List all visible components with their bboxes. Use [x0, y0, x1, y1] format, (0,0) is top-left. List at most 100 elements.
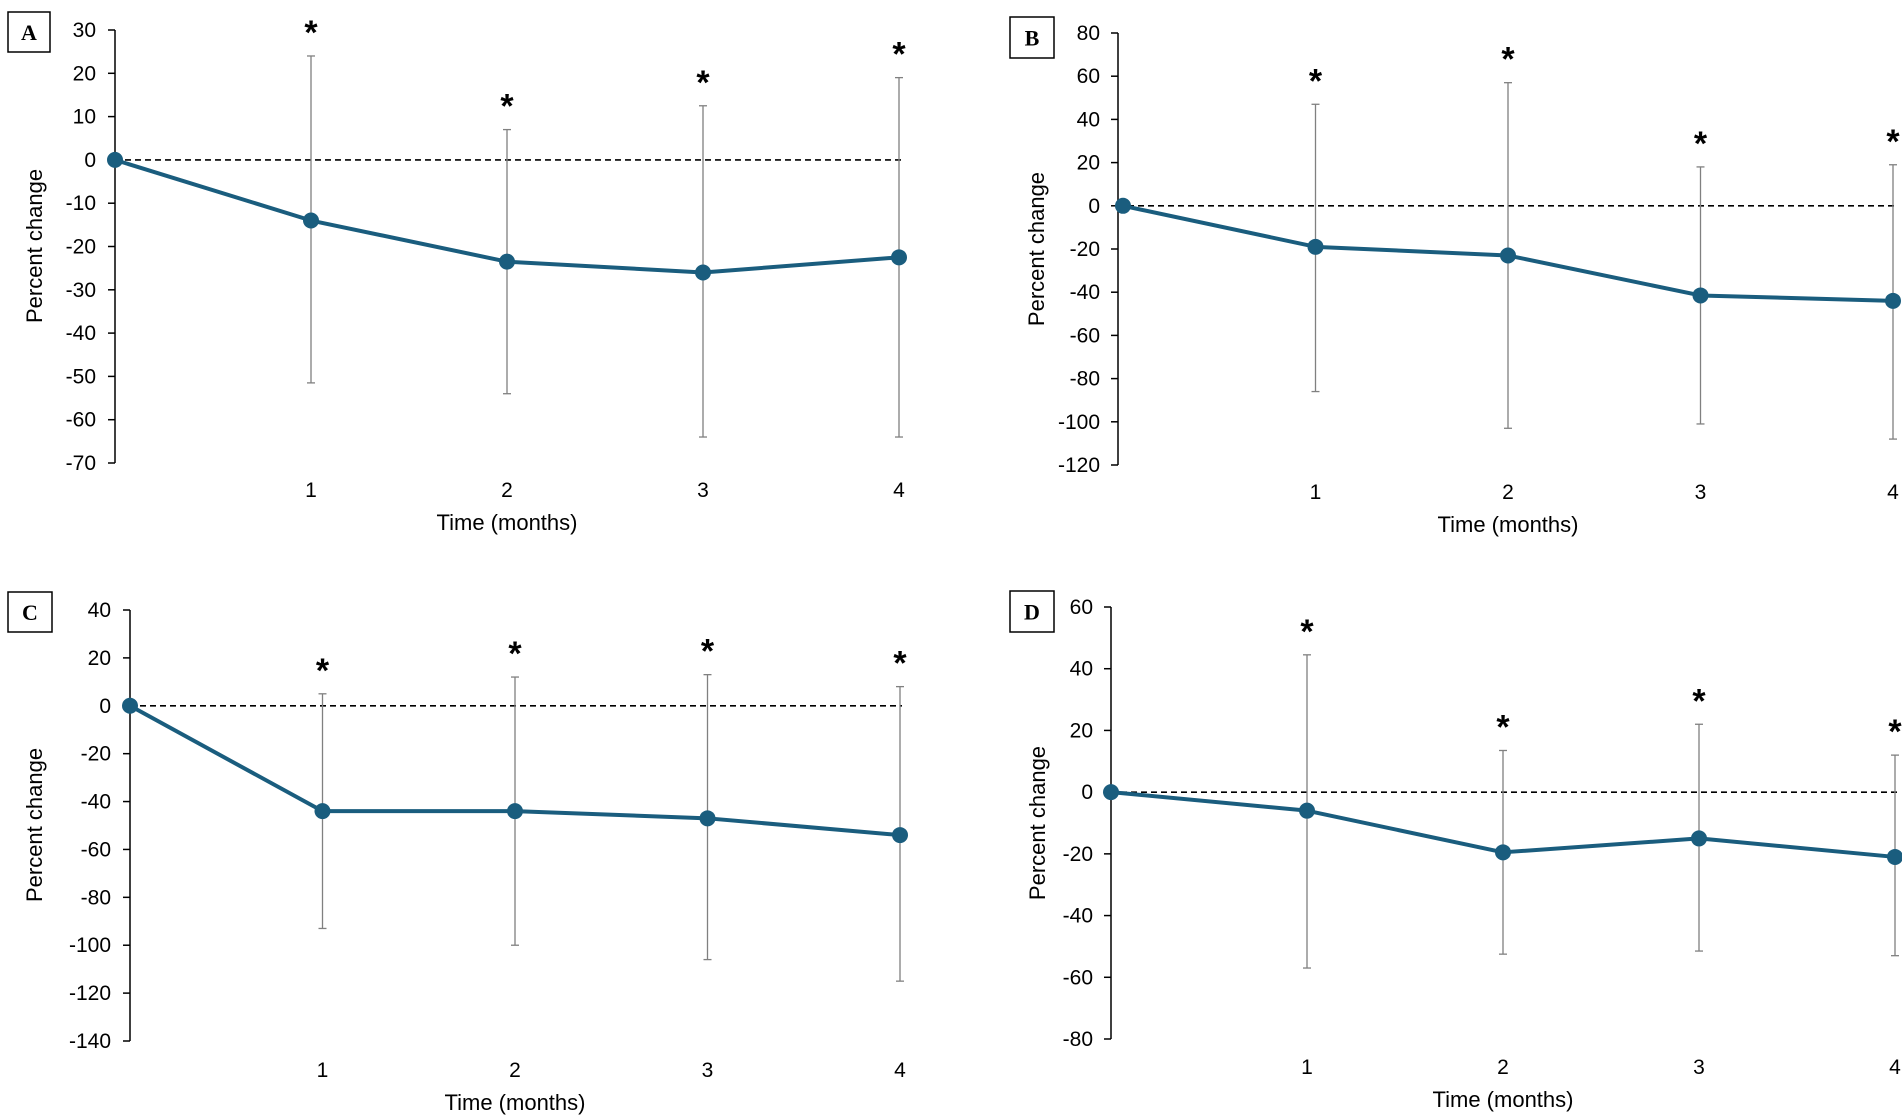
y-tick-label: -100 — [1058, 411, 1100, 434]
data-point — [314, 803, 331, 820]
panel-label: D — [1024, 600, 1040, 625]
panel-label-box — [7, 591, 53, 633]
x-axis-title: Time (months) — [1433, 1087, 1574, 1112]
data-point — [1885, 292, 1901, 309]
y-tick-label: 0 — [1081, 781, 1093, 804]
data-point — [1495, 844, 1511, 861]
x-tick-label: 2 — [1497, 1056, 1509, 1079]
x-tick-label: 3 — [1693, 1056, 1705, 1079]
significance-star: * — [304, 14, 318, 52]
y-axis-title: Percent change — [22, 169, 47, 323]
panel-label-box — [1009, 590, 1055, 633]
y-tick-label: -60 — [81, 838, 111, 861]
data-point — [1691, 830, 1707, 847]
panel-d: D 60 40 20 0 -20 -40 -60 -80 Percent change 1 2 3 4 Ti… — [1009, 590, 1902, 1112]
x-tick-label: 4 — [893, 479, 905, 502]
y-tick-label: -70 — [66, 452, 96, 475]
y-tick-label: 0 — [1088, 195, 1100, 218]
x-tick-label: 1 — [305, 479, 317, 502]
x-tick-label: 3 — [702, 1059, 714, 1082]
panel-a: A 30 20 10 0 -10 -20 -30 -40 -50 -60 -70 Percent cha… — [7, 11, 907, 535]
y-tick-label: -40 — [81, 791, 111, 814]
y-tick-label: 40 — [88, 599, 111, 622]
y-tick-label: -20 — [1070, 238, 1100, 261]
significance-star: * — [696, 64, 710, 102]
y-tick-label: -60 — [66, 409, 96, 432]
x-axis-title: Time (months) — [437, 510, 578, 535]
data-point — [1307, 238, 1324, 255]
y-tick-label: 10 — [73, 106, 96, 129]
significance-star: * — [500, 88, 514, 126]
y-tick-label: -40 — [66, 322, 96, 345]
x-tick-label: 2 — [509, 1059, 521, 1082]
x-tick-label: 3 — [697, 479, 709, 502]
y-tick-label: 20 — [73, 62, 96, 85]
panel-b: B 80 60 40 20 0 -20 -40 -60 -80 -100 -120 Percent ch… — [1009, 16, 1901, 537]
x-tick-label: 4 — [1889, 1056, 1901, 1079]
y-tick-label: -40 — [1063, 905, 1093, 928]
y-axis-title: Percent change — [1024, 172, 1049, 326]
y-tick-label: -10 — [66, 192, 96, 215]
data-point — [892, 827, 908, 844]
y-tick-label: -80 — [81, 886, 111, 909]
panel-c: C 40 20 0 -20 -40 -60 -80 -100 -120 -140 Percent ch… — [7, 591, 908, 1115]
data-point — [1692, 287, 1709, 304]
y-tick-label: -120 — [1058, 454, 1100, 477]
data-point — [499, 253, 515, 270]
significance-star: * — [893, 645, 907, 683]
data-point — [699, 810, 716, 827]
y-tick-label: -100 — [69, 934, 111, 957]
data-point — [891, 249, 907, 266]
y-axis-title: Percent change — [22, 748, 47, 902]
x-tick-label: 4 — [894, 1059, 906, 1082]
x-axis-title: Time (months) — [445, 1090, 586, 1115]
significance-star: * — [1300, 613, 1314, 651]
y-tick-label: -30 — [66, 279, 96, 302]
y-tick-label: 40 — [1077, 108, 1100, 131]
x-tick-label: 1 — [1301, 1056, 1313, 1079]
y-tick-label: 0 — [84, 149, 96, 172]
y-tick-label: -20 — [66, 236, 96, 259]
significance-star: * — [1309, 62, 1323, 100]
y-tick-label: -40 — [1070, 281, 1100, 304]
y-tick-label: 20 — [1077, 152, 1100, 175]
data-point — [1299, 802, 1315, 819]
data-point — [507, 803, 523, 820]
x-tick-label: 1 — [1310, 481, 1322, 504]
panel-label: C — [22, 600, 38, 625]
data-point — [1115, 197, 1131, 214]
significance-star: * — [892, 36, 906, 74]
y-tick-label: -20 — [1063, 843, 1093, 866]
significance-star: * — [1888, 713, 1902, 751]
x-tick-label: 4 — [1887, 481, 1899, 504]
panel-label: B — [1025, 26, 1040, 51]
y-tick-label: 60 — [1077, 65, 1100, 88]
data-point — [107, 151, 123, 168]
y-tick-label: 60 — [1070, 596, 1093, 619]
y-tick-label: -50 — [66, 365, 96, 388]
y-tick-label: -140 — [69, 1030, 111, 1053]
y-tick-label: -60 — [1070, 324, 1100, 347]
panel-label: A — [21, 20, 37, 45]
x-tick-label: 2 — [501, 479, 513, 502]
x-tick-label: 3 — [1695, 481, 1707, 504]
y-tick-label: -80 — [1063, 1028, 1093, 1051]
y-tick-label: 40 — [1070, 658, 1093, 681]
y-axis-title: Percent change — [1025, 746, 1050, 900]
y-tick-label: 0 — [99, 695, 111, 718]
panel-label-box — [7, 11, 51, 53]
data-point — [1500, 247, 1516, 264]
significance-star: * — [1501, 41, 1515, 79]
x-axis-title: Time (months) — [1438, 512, 1579, 537]
y-tick-label: -60 — [1063, 966, 1093, 989]
x-tick-label: 1 — [317, 1059, 329, 1082]
significance-star: * — [1886, 123, 1900, 161]
data-point — [1887, 848, 1902, 865]
data-point — [303, 212, 319, 229]
data-point — [695, 264, 711, 281]
y-tick-label: 20 — [88, 647, 111, 670]
y-tick-label: 20 — [1070, 719, 1093, 742]
significance-star: * — [508, 635, 522, 673]
panel-label-box — [1009, 16, 1055, 59]
